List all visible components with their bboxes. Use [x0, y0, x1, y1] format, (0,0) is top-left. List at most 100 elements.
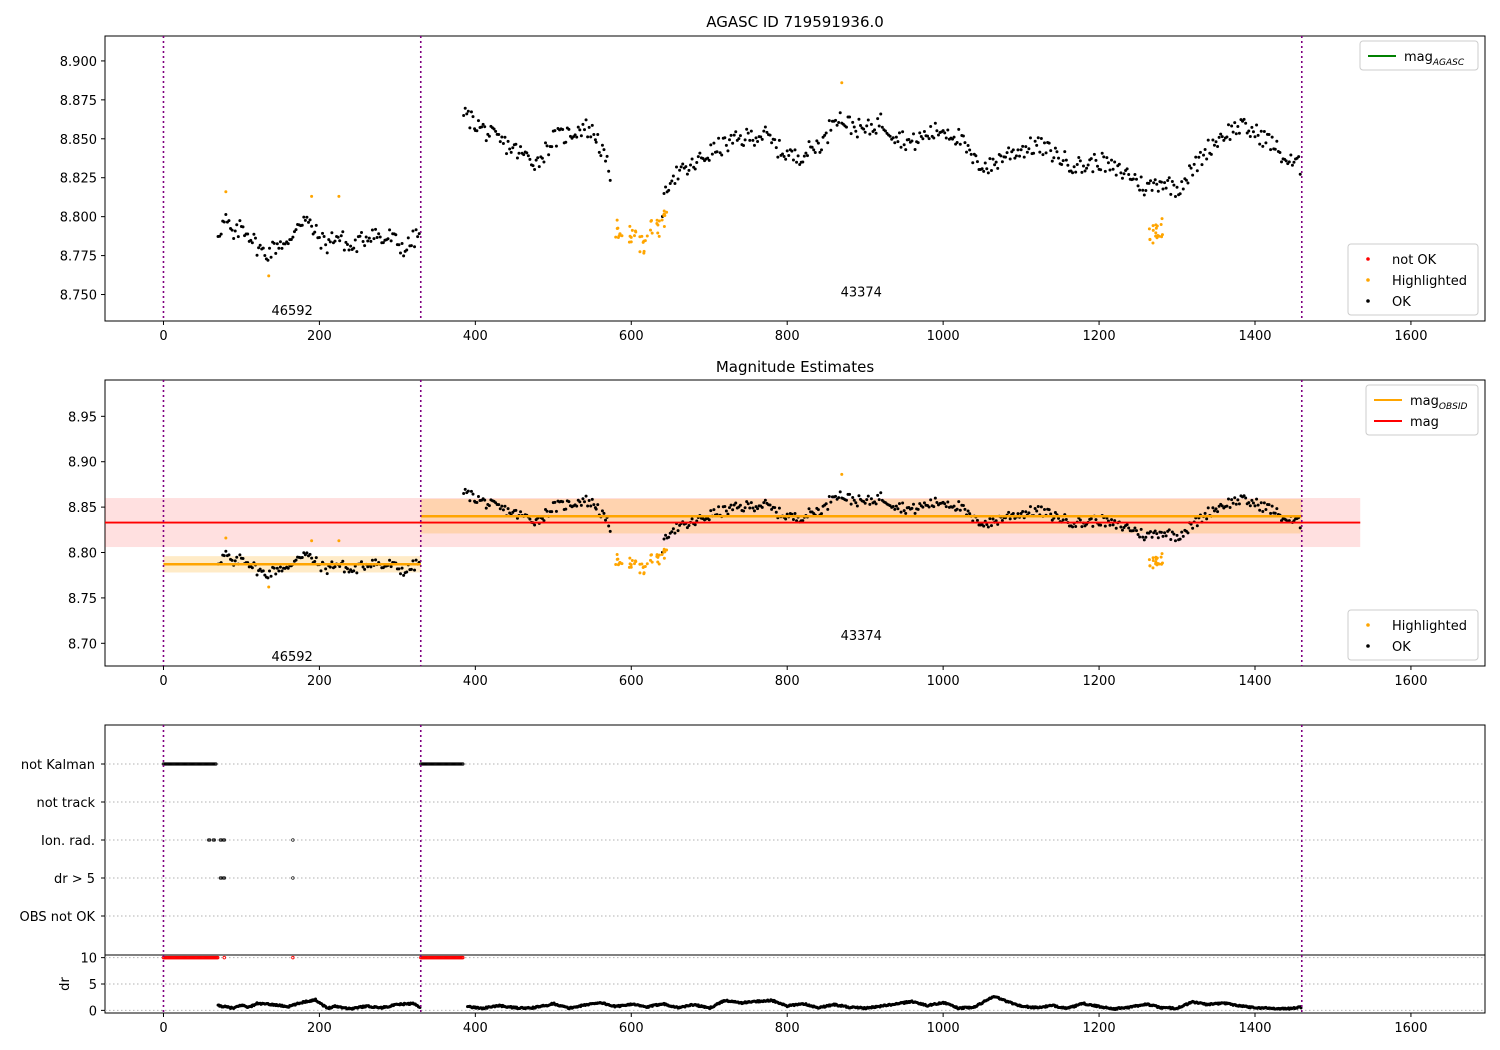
ok-point	[1047, 141, 1051, 145]
ok-point	[1027, 511, 1031, 515]
ok-point	[363, 567, 367, 571]
ok-point	[1094, 518, 1098, 522]
ok-point	[255, 253, 259, 257]
ok-point	[1127, 173, 1131, 177]
ok-point	[575, 504, 579, 508]
ok-point	[865, 498, 869, 502]
ok-point	[902, 143, 906, 147]
ok-point	[1134, 529, 1138, 533]
ok-point	[1039, 505, 1043, 509]
ok-point	[1085, 166, 1089, 170]
ok-point	[723, 136, 727, 140]
obsid-label: 43374	[841, 629, 882, 644]
ok-point	[877, 498, 881, 502]
ok-point	[1089, 157, 1093, 161]
ok-point	[413, 568, 417, 572]
ok-point	[897, 131, 901, 135]
y-tick-label: 8.80	[68, 547, 97, 562]
ok-point	[594, 140, 598, 144]
ok-point	[593, 138, 597, 142]
ok-point	[848, 492, 852, 496]
ok-point	[333, 565, 337, 569]
ok-point	[880, 125, 884, 129]
ok-point	[1233, 121, 1237, 125]
ok-point	[249, 238, 253, 242]
ok-point	[402, 254, 406, 258]
ok-point	[409, 244, 413, 248]
highlighted-point	[628, 562, 632, 566]
ok-point	[1102, 155, 1106, 159]
ok-point	[310, 556, 314, 560]
ok-point	[742, 144, 746, 148]
legend-label: mag	[1410, 415, 1439, 430]
ok-point	[1231, 501, 1235, 505]
highlighted-point	[657, 553, 661, 557]
ok-point	[414, 558, 418, 562]
ok-point	[1083, 169, 1087, 173]
ok-point	[857, 117, 861, 121]
ok-point	[328, 565, 332, 569]
panel-magnitude-estimates: 0 200 400 600 800 1000 1200 1400 1600 8.70 8.75 8.8…	[68, 379, 1486, 689]
ok-point	[528, 517, 532, 521]
ok-point	[919, 135, 923, 139]
ok-point	[762, 501, 766, 505]
highlighted-point	[310, 194, 314, 198]
ok-point	[503, 135, 507, 139]
ok-point	[763, 498, 767, 502]
ok-point	[763, 125, 767, 129]
ok-point	[584, 494, 588, 498]
ok-point	[955, 507, 959, 511]
ok-point	[1110, 158, 1114, 162]
ok-point	[732, 133, 736, 137]
ok-point	[720, 153, 724, 157]
ok-point	[1166, 178, 1170, 182]
dr-point	[1299, 1006, 1303, 1010]
ok-point	[397, 567, 401, 571]
y-tick-label: 5	[89, 978, 97, 993]
highlighted-point	[1151, 558, 1155, 562]
ok-point	[975, 160, 979, 164]
ok-point	[608, 178, 612, 182]
ok-point	[553, 500, 557, 504]
ok-point	[866, 118, 870, 122]
x-tick-label: 800	[775, 674, 800, 689]
ok-point	[982, 524, 986, 528]
ok-point	[982, 169, 986, 173]
ok-point	[662, 191, 666, 195]
ok-point	[738, 503, 742, 507]
ok-point	[236, 235, 240, 239]
ok-point	[1237, 502, 1241, 506]
ok-point	[1248, 504, 1252, 508]
x-tick-label: 1000	[927, 674, 960, 689]
highlighted-point	[638, 571, 642, 575]
highlighted-point	[657, 562, 661, 566]
ok-point	[1195, 169, 1199, 173]
flag-point	[291, 838, 295, 842]
x-tick-label: 1400	[1238, 1021, 1271, 1036]
ok-point	[957, 500, 961, 504]
ok-point	[1028, 505, 1032, 509]
ok-point	[1178, 192, 1182, 196]
ok-point	[604, 518, 608, 522]
ok-point	[1173, 195, 1177, 199]
ok-point	[266, 258, 270, 262]
ok-point	[1180, 180, 1184, 184]
ok-point	[865, 124, 869, 128]
ok-point	[554, 144, 558, 148]
ok-point	[844, 498, 848, 502]
ok-point	[1164, 186, 1168, 190]
ok-point	[1262, 129, 1266, 133]
highlighted-point	[1160, 233, 1164, 237]
ok-point	[1206, 506, 1210, 510]
ok-point	[325, 572, 329, 576]
ok-point	[785, 149, 789, 153]
ok-point	[927, 505, 931, 509]
ok-point	[498, 507, 502, 511]
highlighted-point	[1160, 217, 1164, 221]
x-tick-label: 1600	[1394, 329, 1427, 344]
ok-point	[369, 239, 373, 243]
ok-point	[671, 527, 675, 531]
ok-point	[1256, 133, 1260, 137]
legend-label: Highlighted	[1392, 619, 1467, 634]
x-tick-label: 1000	[927, 1021, 960, 1036]
